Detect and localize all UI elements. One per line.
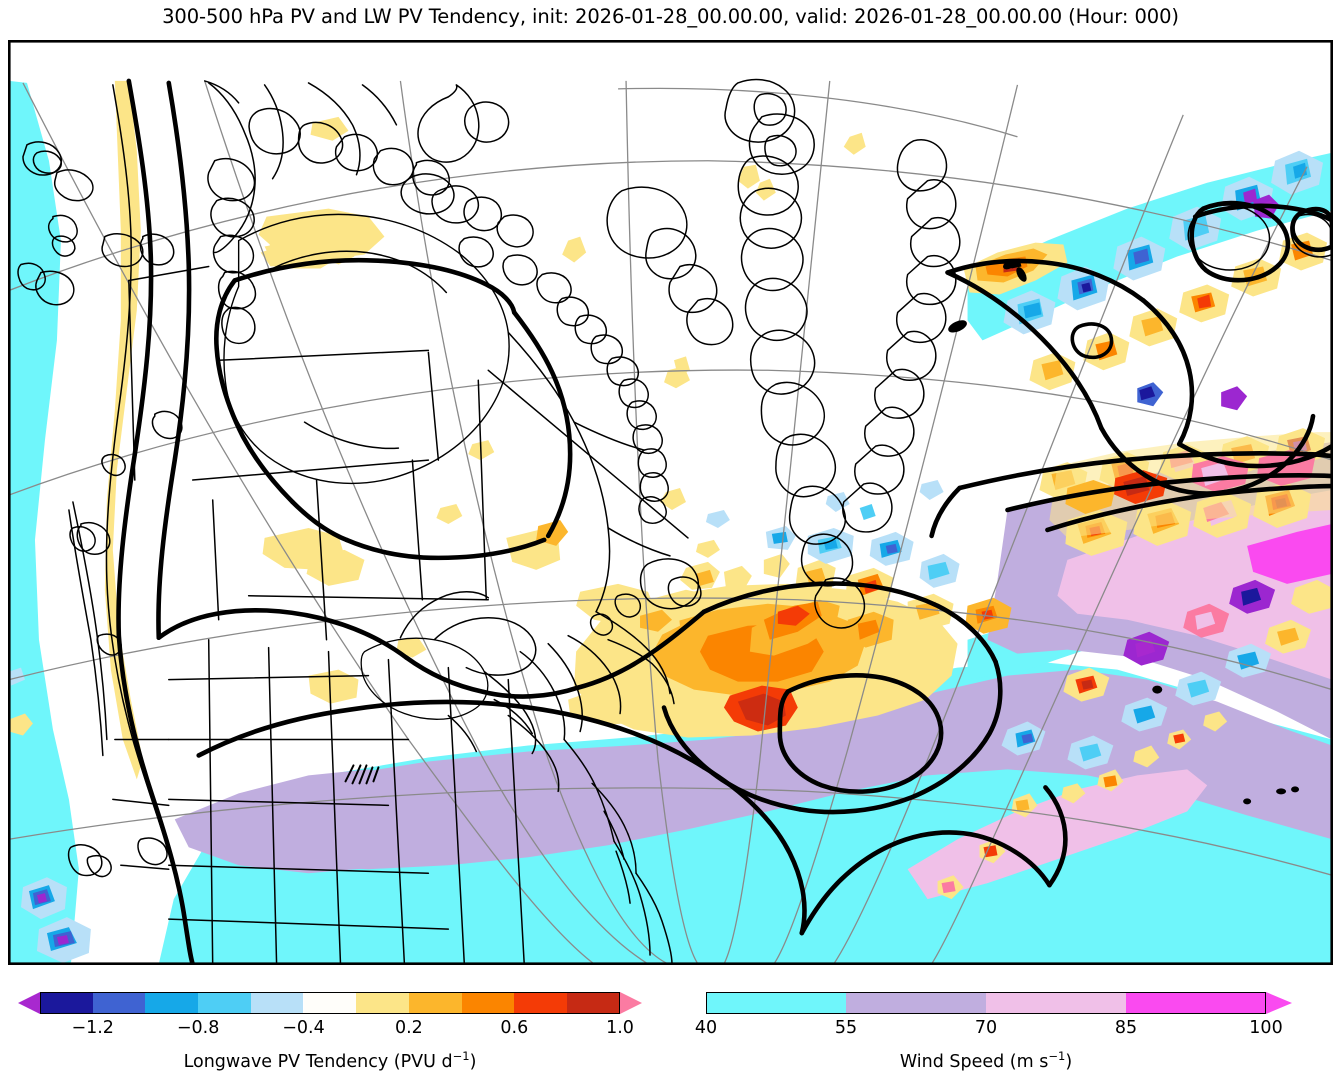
tick-label: −0.4 — [282, 1018, 325, 1038]
colorbar-pv-label: Longwave PV Tendency (PVU d−1) — [40, 1049, 620, 1072]
colorbar-pv-label-exponent: −1 — [452, 1049, 470, 1063]
map-frame — [9, 41, 1332, 964]
cbar-seg-pv — [356, 992, 409, 1014]
colorbar-pv-under-triangle — [18, 992, 40, 1014]
tick-label: 55 — [834, 1018, 858, 1038]
tick-label: −1.2 — [71, 1018, 114, 1038]
cbar-seg-wind — [986, 992, 1126, 1014]
colorbar-pv-label-main: Longwave PV Tendency (PVU d — [183, 1051, 453, 1072]
colorbar-wind-label-tail: ) — [1065, 1051, 1073, 1072]
tick-label: 40 — [694, 1018, 718, 1038]
cbar-seg-wind — [1126, 992, 1266, 1014]
cbar-seg-pv — [92, 992, 146, 1014]
cbar-seg-pv — [145, 992, 199, 1014]
map-panel — [8, 40, 1333, 965]
cbar-seg-wind — [846, 992, 986, 1014]
pv-contours — [116, 78, 1332, 964]
tick-label: 0.2 — [394, 1018, 423, 1038]
cbar-seg-pv — [567, 992, 620, 1014]
cbar-seg-pv — [514, 992, 567, 1014]
colorbar-wind-ticks: 40 55 70 85 100 — [695, 1018, 1283, 1042]
cbar-seg-pv — [40, 992, 93, 1014]
cbar-seg-pv — [408, 992, 462, 1014]
colorbar-wind-over-triangle — [1266, 992, 1292, 1014]
tick-label: −0.8 — [176, 1018, 220, 1038]
surface-marks — [344, 764, 380, 785]
colorbar-wind-speed: 40 55 70 85 100 Wind Speed (m s−1) — [695, 992, 1292, 1082]
pv-tendency-shading — [9, 80, 1332, 964]
pv-tendency-extreme-cells — [948, 259, 1300, 805]
map-canvas — [9, 41, 1332, 964]
cbar-seg-pv — [461, 992, 515, 1014]
colorbar-wind-label: Wind Speed (m s−1) — [706, 1049, 1266, 1072]
tick-label: 1.0 — [606, 1018, 634, 1038]
graticule — [9, 80, 1332, 964]
colorbar-wind-label-exponent: −1 — [1048, 1049, 1066, 1063]
colorbar-wind-label-main: Wind Speed (m s — [899, 1051, 1049, 1072]
tick-label: 0.6 — [500, 1018, 529, 1038]
tick-label: 70 — [974, 1018, 998, 1038]
colorbar-pv-ticks: −1.2 −0.8 −0.4 0.2 0.6 1.0 — [40, 1018, 633, 1042]
tick-label: 100 — [1249, 1018, 1283, 1038]
cbar-seg-pv — [303, 992, 357, 1014]
colorbar-pv-over-triangle — [620, 992, 642, 1014]
cbar-seg-wind — [706, 992, 846, 1014]
cbar-seg-pv — [198, 992, 251, 1014]
tick-label: 85 — [1114, 1018, 1138, 1038]
colorbar-pv-gradient — [40, 992, 620, 1014]
colorbar-pv-tendency: −1.2 −0.8 −0.4 0.2 0.6 1.0 Longwave PV T… — [18, 992, 642, 1082]
cbar-seg-pv — [250, 992, 304, 1014]
colorbar-wind-gradient — [706, 992, 1266, 1014]
colorbar-pv-label-tail: ) — [469, 1051, 477, 1072]
page-title: 300-500 hPa PV and LW PV Tendency, init:… — [162, 5, 1179, 28]
